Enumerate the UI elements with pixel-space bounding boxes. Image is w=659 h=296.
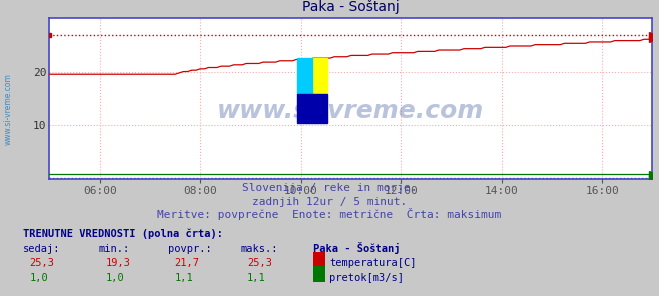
- Text: www.si-vreme.com: www.si-vreme.com: [4, 74, 13, 145]
- Text: Paka - Šoštanj: Paka - Šoštanj: [313, 242, 401, 254]
- Text: 1,1: 1,1: [247, 273, 266, 283]
- Text: zadnjih 12ur / 5 minut.: zadnjih 12ur / 5 minut.: [252, 197, 407, 207]
- Text: min.:: min.:: [99, 244, 130, 254]
- Bar: [297, 58, 312, 94]
- Text: www.si-vreme.com: www.si-vreme.com: [217, 99, 484, 123]
- Bar: [297, 94, 327, 123]
- Text: Meritve: povprečne  Enote: metrične  Črta: maksimum: Meritve: povprečne Enote: metrične Črta:…: [158, 208, 501, 221]
- Text: 1,0: 1,0: [105, 273, 124, 283]
- Text: 19,3: 19,3: [105, 258, 130, 268]
- Text: povpr.:: povpr.:: [168, 244, 212, 254]
- Text: temperatura[C]: temperatura[C]: [330, 258, 417, 268]
- Text: maks.:: maks.:: [241, 244, 278, 254]
- Text: 1,0: 1,0: [30, 273, 48, 283]
- Text: Slovenija / reke in morje.: Slovenija / reke in morje.: [242, 183, 417, 193]
- Text: TRENUTNE VREDNOSTI (polna črta):: TRENUTNE VREDNOSTI (polna črta):: [23, 228, 223, 239]
- Text: sedaj:: sedaj:: [23, 244, 61, 254]
- Text: 1,1: 1,1: [175, 273, 193, 283]
- Text: 25,3: 25,3: [247, 258, 272, 268]
- Text: 21,7: 21,7: [175, 258, 200, 268]
- Text: pretok[m3/s]: pretok[m3/s]: [330, 273, 405, 283]
- Bar: [312, 58, 327, 94]
- Title: Paka - Šoštanj: Paka - Šoštanj: [302, 0, 400, 14]
- Text: 25,3: 25,3: [30, 258, 55, 268]
